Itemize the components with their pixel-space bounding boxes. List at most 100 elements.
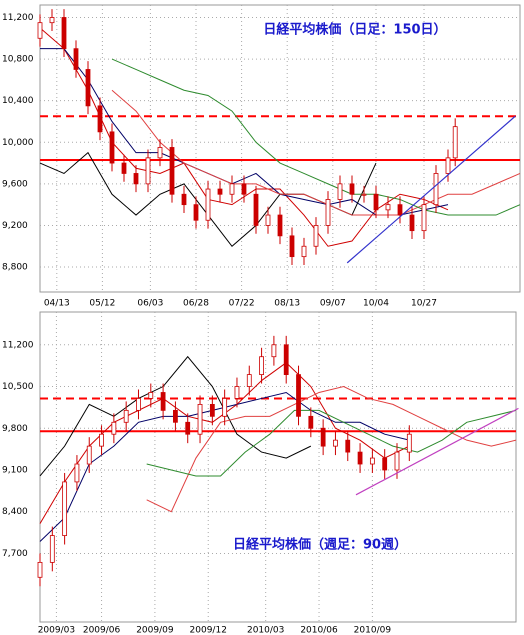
indicator-line <box>39 27 449 247</box>
chart-title: 日経平均株価（週足：90週） <box>233 537 407 553</box>
candle-body <box>173 409 178 423</box>
indicator-line <box>146 409 517 477</box>
candle-body <box>409 214 415 232</box>
candle-body <box>445 157 451 174</box>
candle-body <box>37 22 43 39</box>
candle-body <box>277 214 283 237</box>
candle-body <box>133 173 139 185</box>
indicator-line <box>111 89 521 216</box>
y-tick-label: 8,800 <box>2 263 28 273</box>
x-tick-label: 09/07 <box>320 299 346 309</box>
candle-body <box>49 17 55 24</box>
candle-body <box>283 344 289 375</box>
indicator-line <box>146 385 517 513</box>
candle-body <box>406 433 412 453</box>
candle-body <box>345 439 351 453</box>
candle-body <box>148 392 154 399</box>
candle-body <box>452 126 458 159</box>
y-tick-label: 10,500 <box>2 382 34 392</box>
candle-body <box>394 451 400 471</box>
x-tick-label: 10/27 <box>411 299 437 309</box>
x-tick-label: 2010/06 <box>300 626 338 635</box>
x-tick-label: 04/13 <box>44 299 70 309</box>
candle-body <box>61 17 67 50</box>
candle-body <box>241 183 247 195</box>
candle-body <box>361 193 367 196</box>
x-tick-label: 07/22 <box>229 299 255 309</box>
plot-frame <box>39 4 521 293</box>
candle-body <box>301 245 307 258</box>
candle-body <box>121 162 127 174</box>
candle-body <box>229 183 235 195</box>
candle-body <box>74 463 80 483</box>
candle-body <box>73 48 79 70</box>
y-tick-label: 9,600 <box>2 179 28 189</box>
chart-title: 日経平均株価（日足：150日） <box>263 22 446 38</box>
x-tick-label: 2009/09 <box>136 626 174 635</box>
candle-body <box>271 344 277 358</box>
x-tick-label: 2009/12 <box>190 626 227 635</box>
x-tick-label: 2010/09 <box>354 626 392 635</box>
candle-body <box>333 439 338 447</box>
candle-body <box>145 157 151 185</box>
candle-body <box>85 69 91 107</box>
candle-body <box>97 105 103 133</box>
candle-body <box>49 535 55 563</box>
x-tick-label: 05/12 <box>89 299 115 309</box>
candle-body <box>234 386 240 399</box>
y-tick-label: 8,400 <box>2 507 28 517</box>
plot-frame <box>39 311 517 623</box>
candle-body <box>308 415 314 429</box>
candle-body <box>265 214 271 226</box>
candle-body <box>169 147 175 195</box>
x-tick-label: 2009/06 <box>83 626 121 635</box>
candle-body <box>99 433 104 447</box>
candle-body <box>349 183 355 195</box>
candle-body <box>320 427 326 447</box>
candle-body <box>325 199 331 226</box>
candle-body <box>217 188 223 195</box>
y-tick-label: 7,700 <box>2 549 28 559</box>
candle-body <box>253 193 259 226</box>
y-tick-label: 9,200 <box>2 221 28 231</box>
candle-body <box>136 398 141 411</box>
candle-body <box>357 451 363 465</box>
indicator-line <box>111 58 521 216</box>
candle-body <box>222 398 228 417</box>
candle-body <box>433 173 439 206</box>
y-tick-label: 10,800 <box>2 55 34 65</box>
x-tick-label: 2010/03 <box>247 626 284 635</box>
candle-body <box>111 421 117 435</box>
candle-body <box>369 457 375 465</box>
candle-body <box>385 204 391 211</box>
x-tick-label: 06/28 <box>183 299 209 309</box>
trend-line <box>346 115 516 264</box>
y-tick-label: 10,400 <box>2 96 34 106</box>
candle-body <box>209 404 215 417</box>
candle-body <box>123 409 129 423</box>
candle-body <box>259 356 264 375</box>
candle-body <box>37 561 43 578</box>
candle-body <box>193 204 199 221</box>
candle-body <box>289 235 295 258</box>
candle-body <box>86 445 92 465</box>
candle-body <box>296 374 301 417</box>
candle-body <box>160 392 166 411</box>
trend-line <box>355 407 519 496</box>
candle-body <box>421 204 427 232</box>
y-tick-label: 11,200 <box>2 340 34 350</box>
x-tick-label: 10/04 <box>363 299 389 309</box>
candle-body <box>337 183 343 200</box>
x-tick-label: 06/03 <box>137 299 163 309</box>
candle-body <box>397 204 403 216</box>
candle-body <box>205 188 211 221</box>
y-tick-label: 11,200 <box>2 13 34 23</box>
x-tick-label: 08/13 <box>274 299 300 309</box>
candle-body <box>157 147 163 159</box>
candle-body <box>62 481 68 536</box>
indicator-line <box>39 355 312 477</box>
x-tick-label: 2009/03 <box>38 626 75 635</box>
candle-body <box>313 225 319 247</box>
candle-body <box>197 404 203 435</box>
